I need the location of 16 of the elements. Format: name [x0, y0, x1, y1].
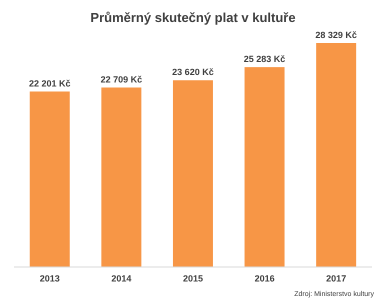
x-tick-label: 2013	[40, 273, 60, 284]
x-tick-label: 2015	[182, 273, 204, 284]
data-label: 25 283 Kč	[244, 54, 286, 64]
bar	[172, 80, 213, 267]
x-tick-label: 2017	[326, 273, 346, 284]
data-label: 28 329 Kč	[315, 30, 357, 40]
x-tick-label: 2014	[111, 273, 132, 284]
x-tick-label: 2016	[254, 273, 275, 284]
bar	[30, 91, 70, 267]
bar	[101, 87, 142, 267]
data-label: 22 709 Kč	[100, 74, 142, 84]
bar	[244, 67, 285, 267]
data-label: 22 201 Kč	[28, 78, 71, 88]
chart-title: Průměrný skutečný plat v kultuře	[89, 9, 297, 25]
bar	[316, 43, 356, 267]
data-label: 23 620 Kč	[172, 67, 214, 78]
